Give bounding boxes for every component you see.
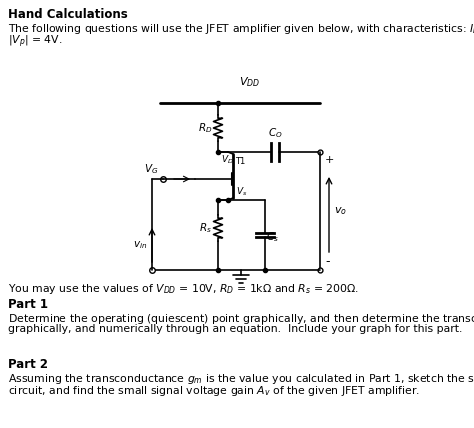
- Text: $R_D$: $R_D$: [198, 121, 212, 135]
- Text: The following questions will use the JFET amplifier given below, with characteri: The following questions will use the JFE…: [8, 22, 474, 36]
- Text: $v_{in}$: $v_{in}$: [133, 239, 147, 251]
- Text: +: +: [325, 155, 334, 165]
- Text: $|V_p|$ = 4V.: $|V_p|$ = 4V.: [8, 34, 63, 51]
- Text: -: -: [325, 256, 329, 268]
- Text: You may use the values of $V_{DD}$ = 10V, $R_D$ = 1kΩ and $R_s$ = 200Ω.: You may use the values of $V_{DD}$ = 10V…: [8, 282, 359, 296]
- Text: graphically, and numerically through an equation.  Include your graph for this p: graphically, and numerically through an …: [8, 324, 462, 334]
- Text: Part 1: Part 1: [8, 298, 48, 311]
- Text: T1: T1: [235, 157, 245, 166]
- Text: Part 2: Part 2: [8, 358, 48, 371]
- Text: $V_s$: $V_s$: [236, 185, 247, 198]
- Text: $V_D$: $V_D$: [221, 153, 234, 166]
- Text: circuit, and find the small signal voltage gain $A_v$ of the given JFET amplifie: circuit, and find the small signal volta…: [8, 384, 420, 398]
- Text: $V_G$: $V_G$: [144, 162, 158, 176]
- Text: Determine the operating (quiescent) point graphically, and then determine the tr: Determine the operating (quiescent) poin…: [8, 312, 474, 326]
- Text: $R_s$: $R_s$: [199, 221, 212, 235]
- Text: $v_o$: $v_o$: [334, 205, 347, 217]
- Text: $C_s$: $C_s$: [266, 230, 279, 244]
- Text: $C_O$: $C_O$: [268, 126, 283, 140]
- Text: Hand Calculations: Hand Calculations: [8, 8, 128, 21]
- Text: Assuming the transconductance $g_m$ is the value you calculated in Part 1, sketc: Assuming the transconductance $g_m$ is t…: [8, 372, 474, 386]
- Text: $V_{DD}$: $V_{DD}$: [239, 75, 261, 89]
